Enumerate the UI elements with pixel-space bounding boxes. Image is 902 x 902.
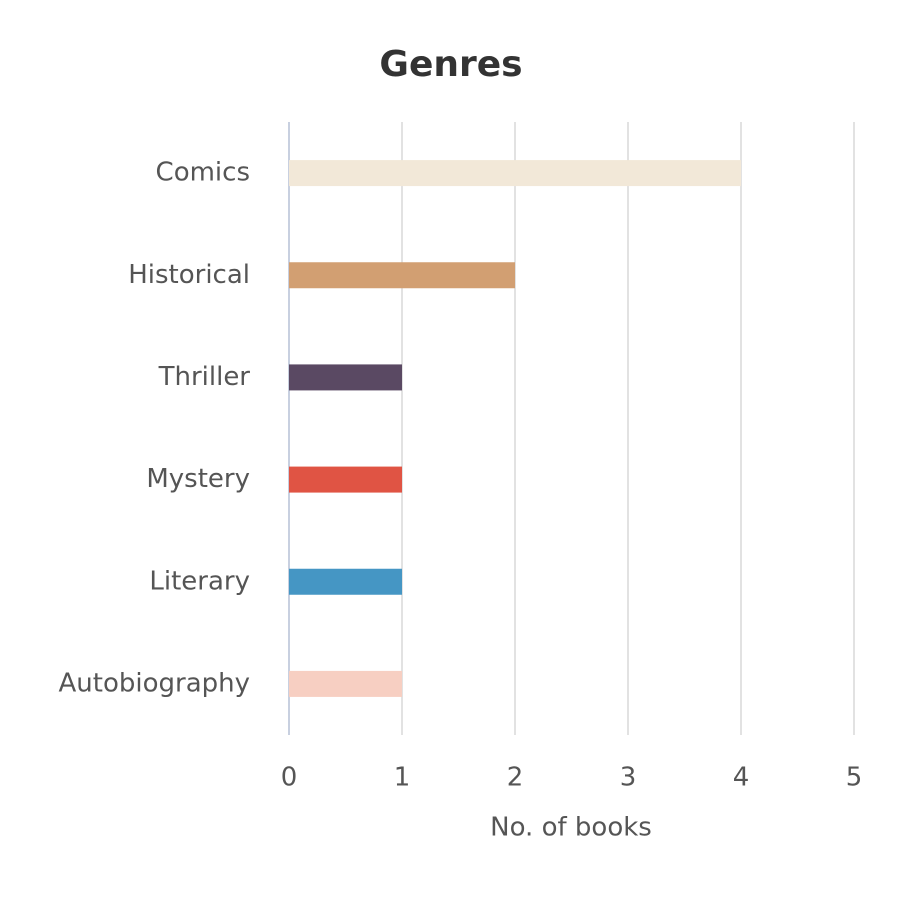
bar bbox=[289, 466, 402, 493]
y-tick-label: Autobiography bbox=[59, 668, 251, 698]
x-tick-label: 1 bbox=[394, 763, 411, 793]
bar bbox=[289, 670, 402, 697]
bar bbox=[289, 568, 402, 595]
bar bbox=[289, 160, 741, 187]
x-tick-label: 5 bbox=[846, 763, 863, 793]
chart-title: Genres bbox=[379, 44, 522, 85]
y-tick-label: Thriller bbox=[158, 362, 251, 392]
y-tick-label: Comics bbox=[156, 158, 250, 188]
y-tick-label: Mystery bbox=[146, 464, 250, 494]
bar bbox=[289, 364, 402, 391]
y-tick-label: Literary bbox=[149, 566, 250, 596]
x-axis-label: No. of books bbox=[490, 813, 652, 843]
y-tick-label: Historical bbox=[128, 260, 250, 290]
bar bbox=[289, 262, 515, 289]
x-tick-label: 0 bbox=[281, 763, 298, 793]
x-tick-label: 2 bbox=[507, 763, 524, 793]
x-tick-label: 4 bbox=[733, 763, 750, 793]
x-tick-label: 3 bbox=[620, 763, 637, 793]
